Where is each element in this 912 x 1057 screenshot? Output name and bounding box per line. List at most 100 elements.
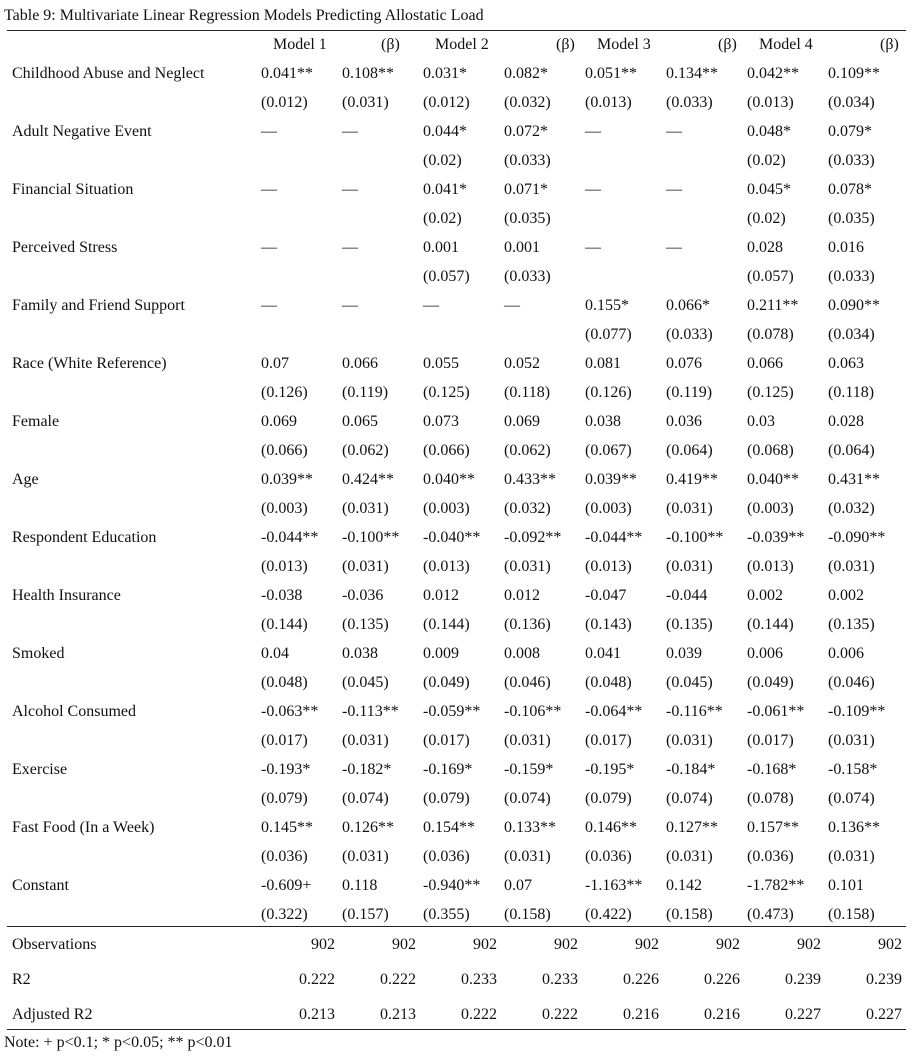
table-row: Childhood Abuse and Neglect 0.041** (0.012… — [0, 58, 912, 116]
se-cell: (0.035) — [828, 210, 875, 227]
se-cell: (0.013) — [585, 558, 632, 575]
se-cell: (0.003) — [423, 500, 470, 517]
coef-cell: -0.090** — [828, 529, 886, 546]
se-cell: (0.013) — [747, 94, 794, 111]
row-label: Smoked — [12, 645, 65, 662]
se-cell: (0.031) — [342, 94, 389, 111]
table-row: Fast Food (In a Week) 0.145** (0.036) 0.126… — [0, 812, 912, 870]
coef-cell: 0.071* — [504, 181, 548, 198]
coef-cell: — — [261, 123, 277, 140]
coef-cell: -0.169* — [423, 761, 473, 778]
se-cell: (0.031) — [828, 848, 875, 865]
stat-row: Adjusted R2 0.213 0.213 0.222 0.222 0.216 0.21… — [0, 998, 912, 1030]
se-cell: (0.033) — [504, 152, 551, 169]
stat-row: Observations 902 902 902 902 902 902 902 902 — [0, 928, 912, 960]
se-cell: (0.062) — [342, 442, 389, 459]
coef-cell: -0.059** — [423, 703, 481, 720]
se-cell: (0.126) — [585, 384, 632, 401]
table-row: Perceived Stress — — 0.001 (0.057) 0.001 (0.03… — [0, 232, 912, 290]
se-cell: (0.035) — [504, 210, 551, 227]
header-beta-3: (β) — [718, 36, 737, 53]
coef-cell: 0.101 — [828, 877, 864, 894]
coef-cell: 0.433** — [504, 471, 556, 488]
coef-cell: 0.066 — [747, 355, 783, 372]
coef-cell: 0.066 — [342, 355, 378, 372]
coef-cell: — — [261, 181, 277, 198]
table-row: Health Insurance -0.038 (0.144) -0.036 (0.13… — [0, 580, 912, 638]
table-row: Alcohol Consumed -0.063** (0.017) -0.113** (… — [0, 696, 912, 754]
se-cell: (0.032) — [828, 500, 875, 517]
stat-value: 0.216 — [704, 1006, 740, 1023]
se-cell: (0.003) — [585, 500, 632, 517]
coef-cell: — — [261, 297, 277, 314]
coef-cell: — — [585, 239, 601, 256]
coef-cell: 0.045* — [747, 181, 791, 198]
coef-cell: 0.076 — [666, 355, 702, 372]
stat-row: R2 0.222 0.222 0.233 0.233 0.226 0.226 0.239 0.2… — [0, 963, 912, 995]
coef-cell: -0.159* — [504, 761, 554, 778]
se-cell: (0.158) — [828, 906, 875, 923]
coef-cell: -0.040** — [423, 529, 481, 546]
se-cell: (0.036) — [585, 848, 632, 865]
stat-value: 0.227 — [866, 1006, 902, 1023]
coef-cell: 0.04 — [261, 645, 289, 662]
table-row: Respondent Education -0.044** (0.013) -0.10… — [0, 522, 912, 580]
row-label: Race (White Reference) — [12, 355, 167, 372]
coef-cell: -0.100** — [666, 529, 724, 546]
se-cell: (0.125) — [423, 384, 470, 401]
stat-value: 902 — [878, 936, 902, 953]
table-title: Table 9: Multivariate Linear Regression … — [4, 7, 484, 24]
se-cell: (0.031) — [342, 848, 389, 865]
se-cell: (0.02) — [747, 210, 786, 227]
coef-cell: 0.048* — [747, 123, 791, 140]
stat-label: R2 — [12, 971, 31, 988]
se-cell: (0.032) — [504, 500, 551, 517]
coef-cell: 0.142 — [666, 877, 702, 894]
stat-value: 0.222 — [299, 971, 335, 988]
se-cell: (0.046) — [828, 674, 875, 691]
coef-cell: 0.028 — [747, 239, 783, 256]
se-cell: (0.135) — [666, 616, 713, 633]
coef-cell: 0.016 — [828, 239, 864, 256]
coef-cell: 0.006 — [828, 645, 864, 662]
coef-cell: 0.063 — [828, 355, 864, 372]
coef-cell: 0.07 — [261, 355, 289, 372]
se-cell: (0.158) — [666, 906, 713, 923]
coef-cell: 0.036 — [666, 413, 702, 430]
se-cell: (0.031) — [504, 732, 551, 749]
coef-cell: -0.061** — [747, 703, 805, 720]
stat-value: 0.233 — [461, 971, 497, 988]
se-cell: (0.049) — [747, 674, 794, 691]
coef-cell: -0.063** — [261, 703, 319, 720]
coef-cell: 0.126** — [342, 819, 394, 836]
coef-cell: 0.012 — [423, 587, 459, 604]
se-cell: (0.074) — [504, 790, 551, 807]
se-cell: (0.048) — [261, 674, 308, 691]
se-cell: (0.036) — [747, 848, 794, 865]
se-cell: (0.031) — [828, 558, 875, 575]
table-row: Financial Situation — — 0.041* (0.02) 0.071* (… — [0, 174, 912, 232]
coef-cell: 0.008 — [504, 645, 540, 662]
se-cell: (0.031) — [342, 500, 389, 517]
coef-cell: 0.108** — [342, 65, 394, 82]
coef-cell: -0.116** — [666, 703, 723, 720]
coef-cell: 0.082* — [504, 65, 548, 82]
se-cell: (0.118) — [828, 384, 875, 401]
se-cell: (0.045) — [666, 674, 713, 691]
coef-cell: 0.012 — [504, 587, 540, 604]
top-rule — [7, 30, 906, 31]
se-cell: (0.031) — [666, 848, 713, 865]
row-label: Adult Negative Event — [12, 123, 152, 140]
stat-value: 0.239 — [785, 971, 821, 988]
table-row: Age 0.039** (0.003) 0.424** (0.031) 0.040** (0… — [0, 464, 912, 522]
se-cell: (0.078) — [747, 326, 794, 343]
se-cell: (0.125) — [747, 384, 794, 401]
stat-value: 902 — [716, 936, 740, 953]
se-cell: (0.135) — [342, 616, 389, 633]
coef-cell: — — [666, 123, 682, 140]
se-cell: (0.036) — [261, 848, 308, 865]
coef-cell: 0.002 — [828, 587, 864, 604]
coef-cell: 0.039** — [261, 471, 313, 488]
coef-cell: 0.065 — [342, 413, 378, 430]
se-cell: (0.062) — [504, 442, 551, 459]
